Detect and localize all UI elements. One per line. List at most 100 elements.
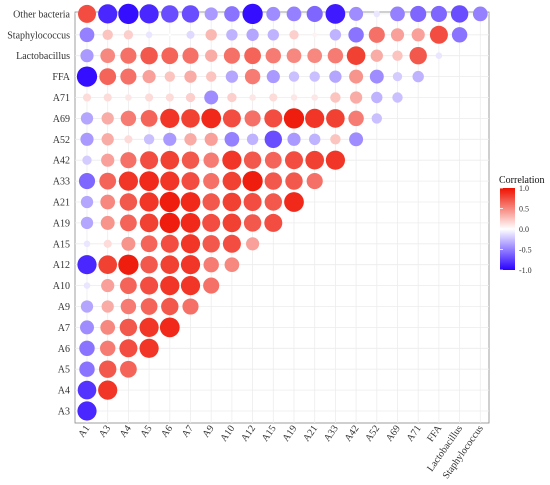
- correlation-circle: [202, 235, 220, 253]
- correlation-circle: [98, 4, 118, 24]
- correlation-circle: [99, 340, 116, 357]
- correlation-circle: [390, 28, 405, 42]
- correlation-circle: [83, 282, 91, 289]
- correlation-circle: [329, 70, 342, 83]
- legend-tick-label: -1.0: [519, 266, 532, 275]
- correlation-circle: [204, 90, 219, 105]
- correlation-circle: [286, 48, 302, 64]
- correlation-circle: [159, 317, 180, 338]
- correlation-circle: [140, 276, 159, 295]
- correlation-circle: [185, 92, 196, 103]
- correlation-circle: [160, 171, 180, 191]
- correlation-circle: [181, 5, 200, 23]
- correlation-circle: [164, 71, 175, 82]
- x-tick-label: A9: [201, 423, 217, 439]
- correlation-circle: [102, 29, 113, 40]
- y-tick-label: A15: [53, 239, 70, 250]
- correlation-circle: [180, 234, 201, 254]
- correlation-circle: [312, 32, 318, 38]
- correlation-circle: [77, 255, 97, 275]
- correlation-circle: [349, 132, 364, 147]
- correlation-circle: [309, 133, 321, 145]
- correlation-circle: [305, 108, 325, 128]
- correlation-circle: [265, 47, 282, 64]
- correlation-circle: [124, 135, 133, 144]
- correlation-circle: [205, 49, 218, 62]
- legend-tick-label: 0.5: [519, 205, 529, 214]
- correlation-circle: [264, 193, 283, 211]
- correlation-circle: [227, 92, 237, 103]
- y-tick-label: A6: [58, 344, 70, 355]
- correlation-circle: [349, 6, 364, 21]
- correlation-circle: [269, 93, 278, 102]
- correlation-circle: [139, 192, 159, 212]
- correlation-circle: [139, 317, 159, 337]
- correlation-circle: [120, 360, 137, 378]
- correlation-circle: [222, 109, 241, 128]
- correlation-circle: [120, 68, 137, 85]
- correlation-circle: [79, 27, 95, 43]
- correlation-circle: [373, 10, 381, 18]
- x-tick-label: A21: [301, 423, 320, 443]
- x-tick-label: A71: [405, 423, 424, 443]
- correlation-circle: [120, 47, 137, 64]
- correlation-circle: [140, 255, 158, 274]
- correlation-circle: [349, 91, 363, 104]
- correlation-circle: [101, 112, 114, 125]
- correlation-circle: [305, 150, 325, 170]
- correlation-circle: [99, 68, 117, 85]
- correlation-circle: [140, 151, 159, 170]
- y-tick-label: A5: [58, 365, 70, 376]
- correlation-circle: [161, 297, 179, 316]
- y-tick-label: A19: [53, 218, 70, 229]
- correlation-circle: [243, 192, 262, 212]
- correlation-circle: [165, 93, 174, 102]
- correlation-circle: [224, 131, 240, 147]
- correlation-circle: [309, 71, 320, 82]
- correlation-circle: [80, 216, 94, 230]
- correlation-circle: [246, 28, 259, 41]
- y-tick-label: A7: [58, 323, 70, 334]
- x-tick-label: A4: [118, 423, 134, 439]
- correlation-circle: [119, 339, 138, 358]
- correlation-circle: [100, 48, 116, 64]
- correlation-circle: [242, 3, 263, 25]
- correlation-circle: [306, 5, 323, 22]
- x-tick-label: A10: [218, 423, 237, 443]
- correlation-circle: [330, 134, 341, 145]
- x-tick-label: A69: [384, 423, 403, 443]
- correlation-circle: [161, 47, 179, 65]
- y-tick-label: A69: [53, 114, 70, 125]
- correlation-circle: [206, 71, 217, 82]
- correlation-circle: [160, 108, 180, 128]
- legend-title: Correlation: [499, 175, 545, 186]
- correlation-circle: [246, 237, 260, 251]
- correlation-circle: [101, 153, 115, 167]
- y-axis-labels: A3 A4 A5 A6 A7 A9 A10 A12 A15 A19 A21 A33 A42 A52 A69 A…: [7, 9, 71, 417]
- correlation-circle: [120, 152, 137, 169]
- correlation-circle: [142, 70, 156, 84]
- correlation-circle: [285, 172, 303, 190]
- correlation-circle: [327, 47, 344, 64]
- correlation-circle: [349, 69, 364, 84]
- y-tick-label: Other bacteria: [13, 9, 70, 20]
- correlation-circle: [80, 300, 94, 313]
- correlation-circles: [76, 3, 488, 421]
- legend-tick-label: -0.5: [519, 246, 532, 255]
- correlation-circle: [182, 47, 199, 64]
- correlation-circle: [371, 91, 383, 104]
- correlation-circle: [80, 195, 94, 209]
- correlation-circle: [201, 108, 222, 129]
- correlation-circle: [326, 109, 345, 128]
- x-tick-label: A1: [76, 423, 92, 439]
- correlation-circle: [186, 30, 195, 39]
- correlation-circle: [139, 171, 159, 191]
- correlation-circle: [145, 31, 153, 39]
- correlation-circle: [202, 193, 220, 211]
- correlation-circle: [159, 191, 180, 213]
- correlation-circle: [325, 4, 346, 24]
- correlation-circle: [182, 298, 199, 315]
- correlation-circle: [264, 130, 283, 149]
- correlation-circle: [120, 214, 137, 232]
